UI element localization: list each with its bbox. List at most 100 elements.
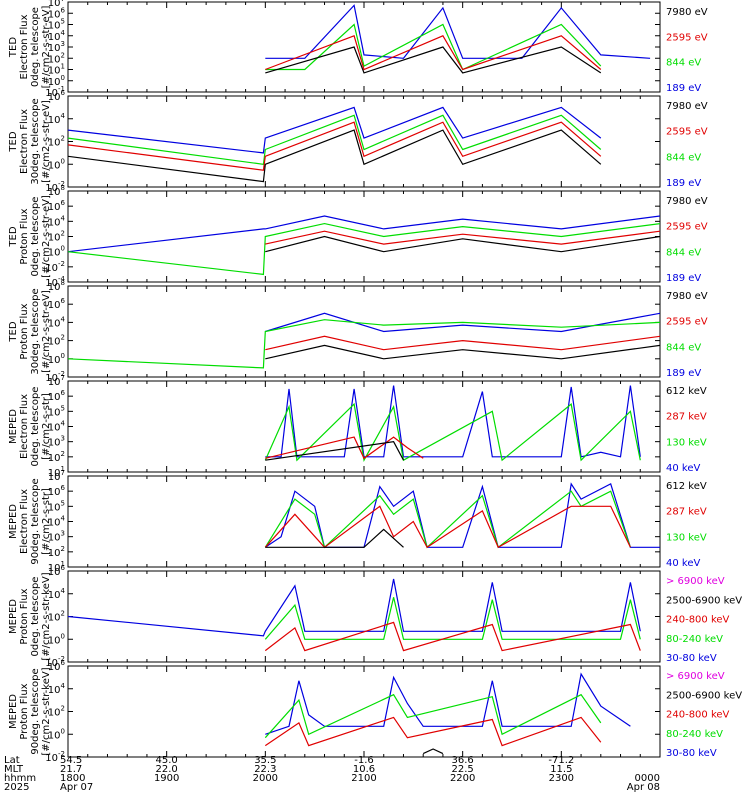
x-row-label: Lat [4,755,20,766]
y-tick-label: 100 [48,352,65,366]
y-tick-label: 102 [48,705,65,719]
y-axis-label: Electron Flux [19,14,30,79]
y-tick-label: 102 [48,545,65,559]
y-axis-label: 90deg. telescope [30,668,41,754]
y-tick-label: 100 [48,245,65,259]
y-tick-label: 101 [48,63,65,77]
y-tick-label: 108 [48,184,65,198]
series-2595-ev [265,335,660,351]
legend-entry: 30-80 keV [666,748,717,759]
legend-entry: 2595 eV [666,127,708,138]
series-612-kev [265,528,404,548]
panel-frame-8 [67,665,661,758]
panel-frame-1 [67,1,661,93]
legend-entry: > 6900 keV [666,671,725,682]
y-tick-label: 100 [48,632,65,646]
legend-entry: 287 keV [666,412,707,423]
y-tick-label: 10-2 [45,370,65,384]
y-tick-label: 102 [48,334,65,348]
x-tick-label: 2300 [549,773,574,784]
legend-entry: 40 keV [666,463,700,474]
y-axis-label: Electron Flux [19,109,30,174]
y-axis-label: Electron Flux [19,489,30,554]
y-axis-label: MEPED [8,409,19,444]
legend-entry: > 6900 keV [666,576,725,587]
legend-entry: 7980 eV [666,291,708,302]
x-row-label: MLT [4,764,24,775]
y-tick-label: 106 [48,484,66,498]
series-287-kev [265,436,424,460]
series-7980-ev [265,344,660,360]
y-axis-label: Proton Flux [19,208,30,264]
series-80-240-kev [264,693,602,739]
panel-frame-2 [67,95,661,188]
y-tick-label: 10-2 [45,655,65,669]
y-axis-label: [#/cm2-s-str-keV] [41,572,52,660]
x-row-label: hhmm [4,773,36,784]
y-tick-label: 101 [48,465,65,479]
x-tick-label: 36.6 [452,755,474,766]
y-axis-label: 30deg. telescope [30,288,41,374]
x-tick-label: 45.0 [156,755,178,766]
series-189-ev [265,4,651,59]
y-tick-label: 106 [48,389,66,403]
legend-entry: 844 eV [666,58,701,69]
y-tick-label: 104 [48,682,66,696]
y-axis-label: 90deg. telescope [30,478,41,564]
legend-entry: 240-800 keV [666,615,730,626]
series-2500-6900-kev [422,748,444,755]
y-tick-label: 10-2 [45,180,65,194]
y-tick-label: 106 [48,659,66,673]
y-tick-label: 103 [48,530,65,544]
y-tick-label: 103 [48,435,65,449]
x-tick-label: 11.5 [550,764,572,775]
series-40-kev [264,482,660,548]
y-tick-label: 106 [48,297,66,311]
y-tick-label: 103 [48,40,65,54]
y-axis-label: Proton Flux [19,683,30,739]
x-tick-label: -1.6 [354,755,374,766]
x-tick-label: 22.0 [156,764,178,775]
y-tick-label: 107 [48,374,65,388]
panel-frame-7 [67,570,661,663]
y-axis-label: 0deg. telescope [30,197,41,277]
series-7980-ev [265,235,660,253]
series-2595-ev [68,121,602,171]
y-axis-label: MEPED [8,599,19,634]
x-tick-label: 22.3 [254,764,276,775]
y-tick-label: 104 [48,515,66,529]
series-80-240-kev [264,597,641,640]
y-tick-label: 104 [48,112,66,126]
y-tick-label: 107 [48,469,65,483]
legend-entry: 7980 eV [666,7,708,18]
y-axis-label: 0deg. telescope [30,7,41,87]
legend-entry: 612 keV [666,386,707,397]
legend-entry: 130 keV [666,437,707,448]
series-189-ev [265,312,660,333]
x-tick-label: 0000 [635,773,660,784]
legend-entry: 844 eV [666,342,701,353]
y-tick-label: 10-1 [45,85,65,99]
x-row-label: 2025 [4,782,29,793]
y-tick-label: 104 [48,214,66,228]
legend-entry: 189 eV [666,83,701,94]
y-tick-label: 102 [48,450,65,464]
legend-entry: 40 keV [666,558,700,569]
y-tick-label: 100 [48,74,65,88]
x-tick-label: Apr 08 [627,782,660,793]
y-tick-label: 106 [48,89,66,103]
y-axis-label: TED [8,131,19,152]
x-tick-label: 10.6 [353,764,375,775]
series-30-80-kev [265,672,631,735]
y-tick-label: 106 [48,6,66,20]
y-tick-label: 106 [48,564,66,578]
legend-entry: 2500-6900 keV [666,690,742,701]
x-tick-label: 1900 [154,773,179,784]
legend-entry: 287 keV [666,507,707,518]
y-tick-label: 106 [48,199,66,213]
legend-entry: 240-800 keV [666,710,730,721]
legend-entry: 130 keV [666,532,707,543]
series-130-kev [264,490,631,549]
legend-entry: 189 eV [666,178,701,189]
